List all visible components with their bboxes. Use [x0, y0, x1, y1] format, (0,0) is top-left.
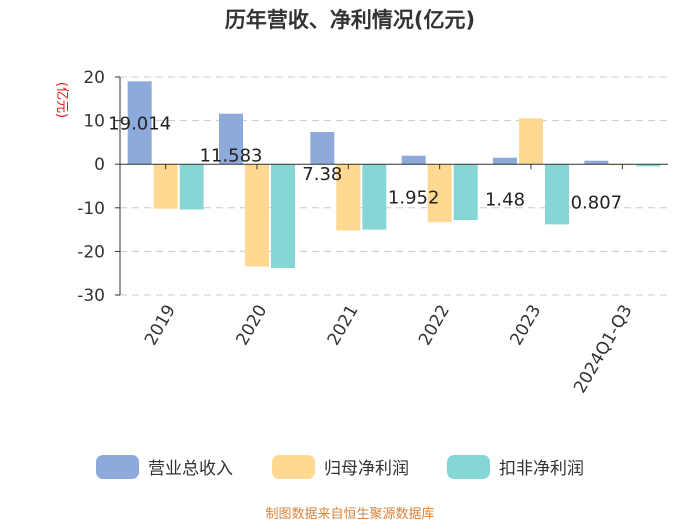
bar-2-0	[179, 164, 204, 210]
y-axis-label: (亿元)	[54, 82, 69, 118]
bar-2-1	[271, 164, 295, 268]
legend-label: 扣非净利润	[499, 459, 584, 479]
data-labels: 19.014 11.583 7.38 1.952 1.48 0.807	[108, 113, 622, 213]
bars	[127, 81, 661, 268]
data-label: 0.807	[571, 193, 623, 214]
y-tick-label: -20	[77, 242, 105, 262]
data-label: 19.014	[108, 113, 171, 134]
bar-2-4	[545, 164, 569, 225]
bar-0-0	[127, 81, 152, 165]
bar-2-2	[362, 164, 387, 230]
bar-2-5	[636, 164, 661, 167]
legend-swatch	[447, 455, 490, 479]
legend-swatch	[272, 455, 315, 479]
x-tick-label: 2020	[232, 302, 271, 349]
bar-2-3	[453, 164, 478, 221]
x-tick-label: 2019	[141, 302, 180, 349]
bar-1-0	[153, 164, 178, 209]
chart-title: 历年营收、净利情况(亿元)	[225, 8, 475, 32]
y-tick-label: -30	[77, 286, 105, 306]
legend: 营业总收入 归母净利润 扣非净利润	[96, 455, 584, 479]
source-note: 制图数据来自恒生聚源数据库	[265, 506, 434, 522]
y-tick-label: -10	[77, 199, 105, 219]
y-tick-label: 0	[94, 155, 105, 175]
y-ticks: 20 10 0 -10 -20 -30	[77, 68, 120, 306]
data-label: 1.48	[485, 190, 525, 211]
bar-0-4	[493, 157, 517, 165]
bar-0-3	[401, 155, 426, 165]
x-tick-label: 2023	[506, 302, 545, 349]
legend-label: 营业总收入	[148, 459, 233, 479]
y-tick-label: 10	[83, 112, 105, 132]
bar-0-2	[310, 132, 335, 165]
x-tick-label: 2022	[415, 302, 454, 349]
bar-1-4	[519, 118, 543, 165]
x-tick-label: 2021	[324, 302, 363, 349]
gridlines	[120, 76, 668, 296]
y-tick-label: 20	[83, 68, 105, 88]
data-label: 11.583	[200, 146, 263, 167]
axes	[119, 77, 668, 295]
bar-0-5	[584, 160, 609, 165]
data-label: 7.38	[302, 164, 342, 185]
legend-swatch	[96, 455, 139, 479]
bar-0-1	[219, 113, 243, 165]
bar-1-3	[427, 164, 452, 223]
x-tick-label: 2024Q1-Q3	[570, 302, 637, 397]
bar-1-2	[336, 164, 361, 231]
legend-label: 归母净利润	[324, 459, 409, 479]
bar-1-1	[245, 164, 269, 267]
data-label: 1.952	[388, 188, 440, 209]
